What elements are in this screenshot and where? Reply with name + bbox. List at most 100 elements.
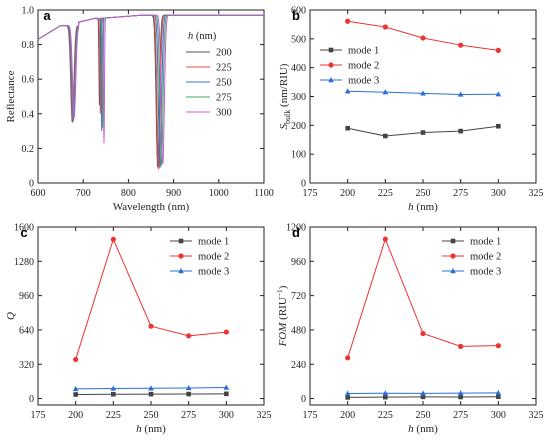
data-point (450, 238, 456, 244)
data-point (495, 91, 502, 97)
data-point (344, 88, 351, 94)
x-axis-title: h (nm) (408, 201, 438, 213)
y-tick-label: 1280 (14, 257, 34, 268)
data-point (458, 128, 463, 134)
x-tick-label: 250 (416, 410, 431, 421)
y-tick-label: 400 (291, 63, 306, 74)
x-tick-label: 900 (166, 188, 181, 199)
y-tick-label: 0.6 (22, 75, 35, 86)
data-point (328, 62, 334, 68)
panel-c: 175 200 225 250 275 300 325 0 320 640 960 1280 1600c… (5, 223, 272, 436)
data-point (458, 394, 463, 400)
legend-label: mode 2 (198, 252, 229, 263)
y-title-unit: (nm/RIU) (278, 63, 290, 109)
y-title-sup: −1 (275, 289, 284, 297)
data-point (383, 133, 388, 139)
data-point (185, 384, 192, 391)
data-point (495, 47, 501, 53)
y-tick-label: 640 (19, 325, 34, 336)
plot-frame (37, 226, 265, 406)
legend-title-var: h (188, 31, 193, 42)
data-point (178, 253, 184, 259)
x-tick-label: 225 (106, 410, 121, 421)
data-point (345, 355, 351, 361)
x-axis-title-unit: (nm) (414, 201, 438, 213)
x-tick-label: 200 (340, 410, 355, 421)
y-tick-label: 0 (301, 179, 306, 190)
data-point (328, 47, 334, 53)
y-tick-label: 600 (291, 6, 306, 17)
panel-letter: c (20, 225, 27, 240)
data-point (458, 343, 464, 349)
data-point (328, 77, 334, 83)
legend-label: mode 2 (348, 61, 379, 72)
legend-label: 300 (216, 108, 232, 119)
panel-letter: b (292, 8, 300, 23)
y-title-fom: FOM (277, 322, 289, 348)
y-tick-label: 480 (291, 325, 306, 336)
data-point (420, 390, 426, 396)
x-axis-title: h (nm) (136, 423, 166, 435)
data-point (110, 385, 117, 391)
data-point (457, 390, 464, 396)
x-axis-title: Wavelength (nm) (113, 201, 190, 213)
x-tick-label: 300 (491, 410, 506, 421)
plot-frame (37, 9, 265, 184)
data-point (495, 389, 502, 396)
data-point (496, 394, 501, 400)
data-point (111, 391, 116, 397)
data-point (382, 89, 389, 95)
data-point (72, 385, 79, 392)
x-tick-label: 300 (491, 188, 506, 199)
y-tick-label: 1200 (286, 223, 306, 234)
legend-label: mode 3 (470, 267, 501, 278)
y-axis-title: Q (5, 312, 17, 320)
data-point (383, 394, 388, 400)
data-point (148, 385, 154, 391)
panel-a: 600 700 800 900 1000 1100 0 0.2 0.4 0.6 0.8 1.0 a Wav… (5, 6, 274, 214)
data-point (148, 391, 154, 397)
panel-b: 175 200 225 250 275 300 325 0 100 200 300 400 500 600… (278, 6, 544, 214)
y-tick-label: 0 (301, 394, 306, 405)
legend-label: mode 2 (470, 252, 501, 263)
x-tick-label: 250 (144, 410, 159, 421)
y-tick-label: 240 (291, 360, 306, 371)
data-point (420, 130, 426, 135)
x-tick-label: 275 (453, 188, 468, 199)
data-point (420, 330, 426, 337)
data-point (223, 329, 229, 335)
y-tick-label: 0.8 (22, 40, 35, 51)
data-point (457, 91, 464, 97)
y-tick-label: 720 (291, 291, 306, 302)
data-point (450, 253, 456, 259)
x-tick-label: 175 (31, 410, 46, 421)
data-point (458, 42, 464, 48)
y-title-s: S (278, 123, 290, 129)
x-tick-label: 175 (303, 410, 318, 421)
y-title-unit: (RIU (277, 297, 289, 322)
x-tick-label: 325 (529, 188, 544, 199)
y-tick-label: 1600 (14, 223, 34, 234)
x-tick-label: 800 (121, 188, 136, 199)
y-tick-label: 320 (19, 360, 34, 371)
y-axis-title: FOM (RIU−1) (275, 285, 289, 347)
y-tick-label: 960 (291, 257, 306, 268)
data-point (345, 18, 351, 24)
x-tick-label: 275 (181, 410, 196, 421)
y-tick-label: 500 (291, 34, 306, 45)
y-title-close: ) (277, 285, 289, 289)
legend-label: mode 1 (348, 46, 379, 57)
x-tick-label: 225 (378, 410, 393, 421)
x-tick-label: 200 (340, 188, 355, 199)
panel-letter: d (292, 225, 300, 240)
data-point (224, 391, 229, 397)
data-point (345, 125, 350, 131)
data-point (73, 356, 79, 363)
data-point (382, 24, 388, 30)
x-axis-title-var: h (408, 201, 414, 213)
data-point (186, 391, 191, 397)
data-point (420, 35, 426, 41)
x-axis-title: h (nm) (408, 423, 438, 435)
data-point (186, 333, 192, 339)
